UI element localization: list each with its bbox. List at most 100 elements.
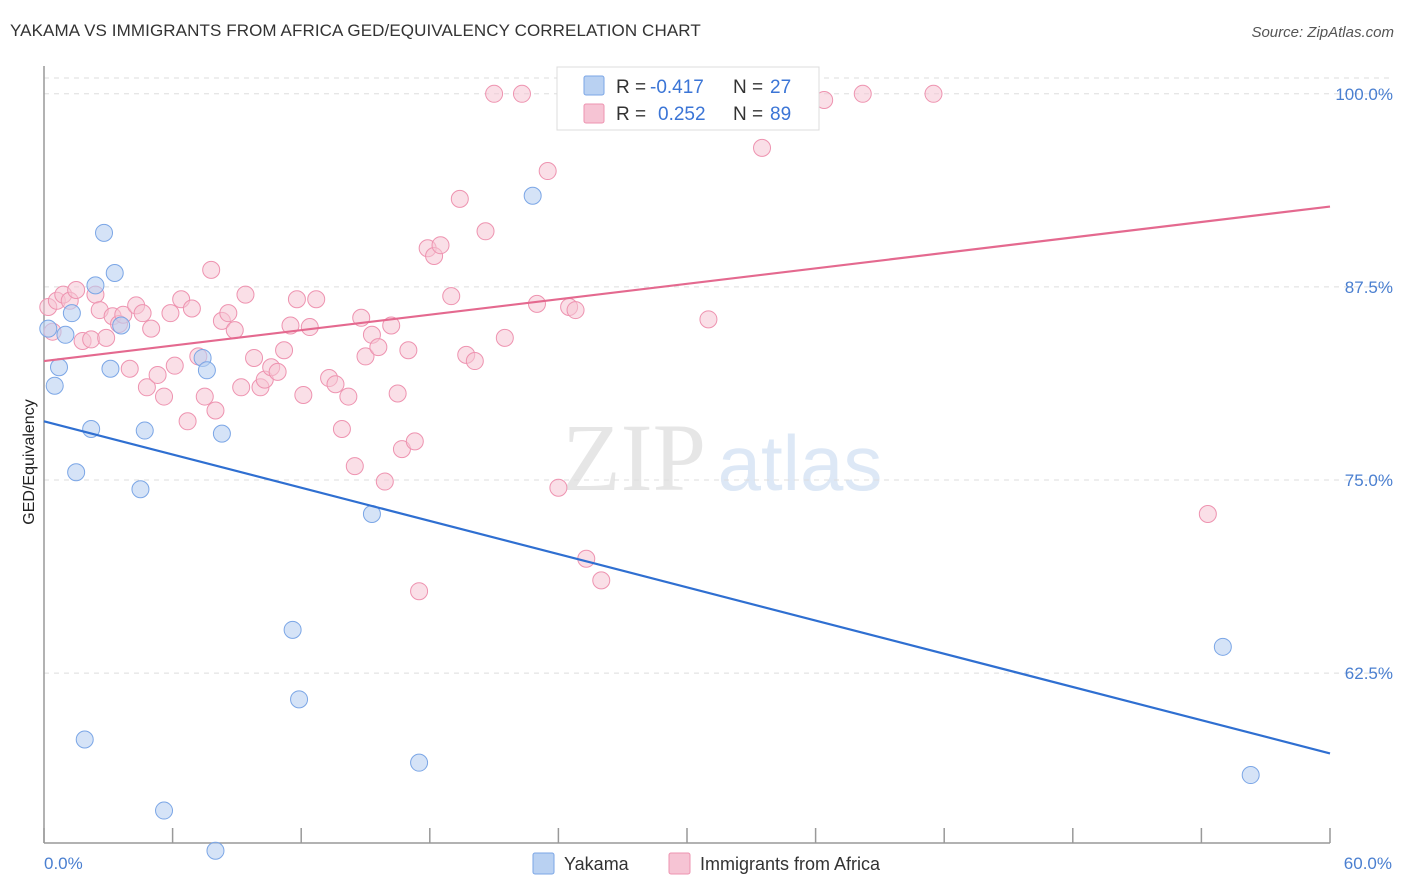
- point-yakama: [131, 480, 150, 499]
- bottom-legend-label-yakama: Yakama: [564, 854, 630, 874]
- point-immigrants: [476, 222, 495, 241]
- watermark-atlas: atlas: [718, 419, 883, 507]
- x-tick-min: 0.0%: [44, 854, 83, 873]
- watermark: ZIP atlas: [562, 404, 882, 511]
- point-yakama: [212, 424, 231, 443]
- point-yakama: [523, 186, 542, 205]
- legend-r-label-yakama: R =: [616, 77, 646, 98]
- point-immigrants: [1198, 504, 1217, 523]
- point-immigrants: [245, 348, 264, 367]
- point-immigrants: [495, 328, 514, 347]
- point-yakama: [206, 841, 225, 860]
- point-immigrants: [165, 356, 184, 375]
- point-immigrants: [924, 84, 943, 103]
- point-immigrants: [120, 359, 139, 378]
- point-immigrants: [206, 401, 225, 420]
- point-immigrants: [382, 316, 401, 335]
- point-immigrants: [155, 387, 174, 406]
- point-immigrants: [388, 384, 407, 403]
- point-immigrants: [307, 290, 326, 309]
- point-immigrants: [405, 432, 424, 451]
- stats-legend: R = -0.417 N = 27 R = 0.252 N = 89: [556, 66, 820, 131]
- trend-line-immigrants: [43, 205, 1331, 363]
- point-yakama: [112, 316, 131, 335]
- point-immigrants: [332, 420, 351, 439]
- point-immigrants: [287, 290, 306, 309]
- point-yakama: [50, 358, 69, 377]
- source-credit: Source: ZipAtlas.com: [1251, 24, 1394, 41]
- legend-n-value-immigrants: 89: [770, 104, 791, 125]
- legend-r-value-yakama: -0.417: [650, 77, 704, 98]
- bottom-legend-swatch-yakama: [532, 852, 555, 875]
- y-axis-label: GED/Equivalency: [21, 399, 38, 524]
- point-yakama: [1241, 766, 1260, 785]
- point-immigrants: [442, 287, 461, 306]
- point-immigrants: [236, 285, 255, 304]
- point-yakama: [56, 325, 75, 344]
- point-immigrants: [853, 84, 872, 103]
- point-yakama: [283, 620, 302, 639]
- point-immigrants: [450, 189, 469, 208]
- point-immigrants: [137, 378, 156, 397]
- point-immigrants: [512, 84, 531, 103]
- point-immigrants: [275, 341, 294, 360]
- watermark-zip: ZIP: [562, 404, 706, 511]
- legend-n-value-yakama: 27: [770, 77, 791, 98]
- point-yakama: [135, 421, 154, 440]
- point-immigrants: [268, 362, 287, 381]
- point-yakama: [101, 359, 120, 378]
- point-immigrants: [375, 472, 394, 491]
- point-yakama: [197, 361, 216, 380]
- point-immigrants: [182, 299, 201, 318]
- trend-lines: [43, 205, 1331, 755]
- legend-swatch-yakama: [583, 75, 605, 96]
- point-immigrants: [538, 162, 557, 181]
- bottom-legend-label-immigrants: Immigrants from Africa: [700, 854, 881, 874]
- chart-title: YAKAMA VS IMMIGRANTS FROM AFRICA GED/EQU…: [10, 21, 701, 40]
- point-yakama: [1213, 637, 1232, 656]
- point-yakama: [75, 730, 94, 749]
- point-immigrants: [232, 378, 251, 397]
- point-immigrants: [699, 310, 718, 329]
- point-yakama: [45, 376, 64, 395]
- point-yakama: [62, 304, 81, 323]
- point-yakama: [155, 801, 174, 820]
- legend-n-label-immigrants: N =: [733, 104, 763, 125]
- gridlines: [44, 77, 1392, 674]
- point-immigrants: [300, 318, 319, 337]
- point-yakama: [39, 319, 58, 338]
- legend-swatch-immigrants: [583, 103, 605, 124]
- point-yakama: [67, 463, 86, 482]
- point-immigrants: [485, 84, 504, 103]
- point-immigrants: [369, 338, 388, 357]
- point-immigrants: [97, 328, 116, 347]
- point-immigrants: [753, 138, 772, 157]
- point-yakama: [86, 276, 105, 295]
- legend-r-value-immigrants: 0.252: [658, 104, 706, 125]
- y-tick-label: 62.5%: [1345, 664, 1393, 683]
- point-immigrants: [465, 352, 484, 371]
- point-yakama: [290, 690, 309, 709]
- point-immigrants: [410, 582, 429, 601]
- point-immigrants: [82, 330, 101, 349]
- y-tick-label: 75.0%: [1345, 471, 1393, 490]
- point-immigrants: [527, 294, 546, 313]
- point-immigrants: [345, 457, 364, 476]
- point-immigrants: [202, 260, 221, 279]
- point-immigrants: [219, 304, 238, 323]
- point-immigrants: [294, 386, 313, 405]
- point-immigrants: [148, 365, 167, 384]
- x-tick-max: 60.0%: [1344, 854, 1392, 873]
- point-immigrants: [566, 301, 585, 320]
- series-immigrants-points: [39, 84, 1217, 601]
- point-immigrants: [225, 321, 244, 340]
- point-immigrants: [339, 387, 358, 406]
- series-legend: Yakama Immigrants from Africa: [532, 852, 881, 875]
- point-immigrants: [592, 571, 611, 590]
- point-immigrants: [195, 387, 214, 406]
- point-immigrants: [549, 478, 568, 497]
- point-immigrants: [281, 316, 300, 335]
- y-tick-label: 100.0%: [1335, 85, 1393, 104]
- y-tick-labels: 62.5% 75.0% 87.5% 100.0%: [1335, 85, 1393, 683]
